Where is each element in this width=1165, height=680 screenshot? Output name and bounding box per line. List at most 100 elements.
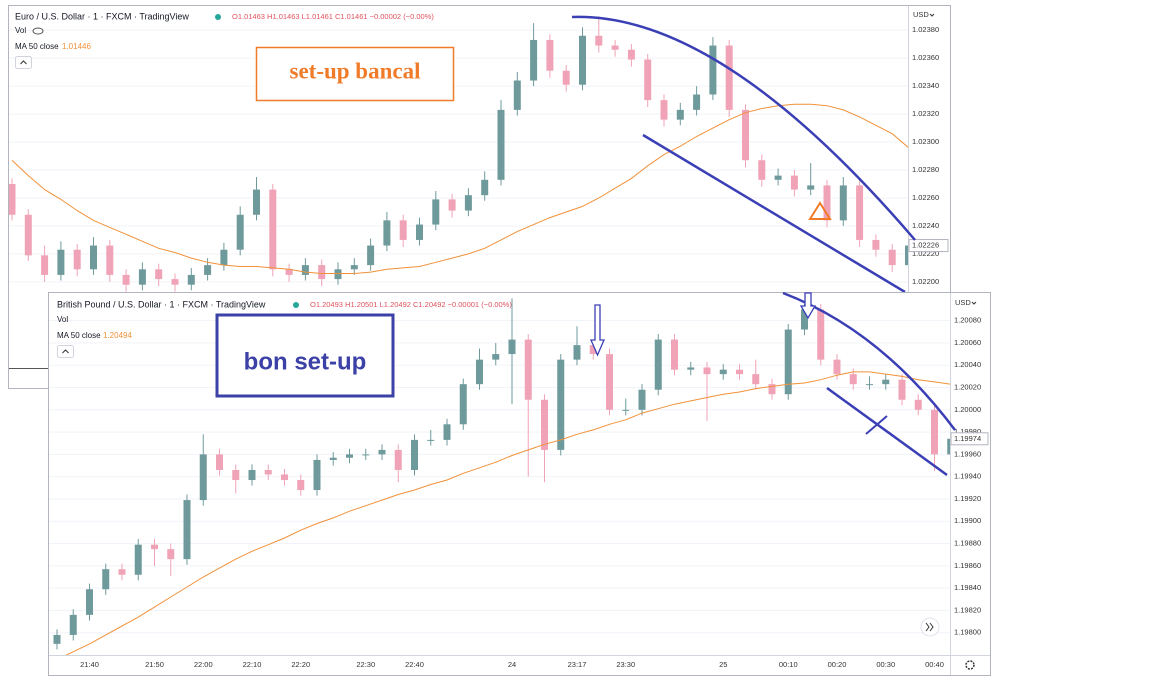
candle-body (914, 399, 922, 410)
y-tick-label: 1.19940 (954, 472, 981, 481)
candle-body (595, 35, 603, 46)
scroll-button[interactable] (920, 617, 940, 637)
status-dot (293, 302, 299, 308)
candle-body (524, 339, 532, 400)
candle-body (807, 185, 815, 190)
candle-body (248, 469, 256, 481)
candle-body (557, 359, 565, 450)
scroll-icon (925, 622, 934, 632)
eye-icon[interactable] (32, 27, 44, 35)
candle-body (497, 109, 505, 180)
candle-body (216, 454, 223, 470)
x-tick-label: 22:00 (194, 660, 213, 669)
price-axis: 1.02380 1.02360 1.02340 1.02320 1.02300 1.022… (908, 25, 949, 286)
gbpusd-chart: 1.20080 1.20060 1.20040 1.20020 1.20000 1.199… (48, 291, 991, 676)
y-tick-label: 1.02240 (912, 221, 939, 230)
candle-body (839, 185, 847, 221)
annotation: bon set-up (244, 348, 367, 375)
candle-body (350, 265, 358, 270)
candle-body (719, 369, 727, 375)
collapse-button[interactable] (15, 56, 32, 69)
candle-body (313, 459, 321, 491)
candle-body (476, 359, 483, 385)
symbol-title: Euro / U.S. Dollar · 1 · FXCM · TradingV… (15, 11, 189, 21)
candle-body (742, 109, 749, 161)
candle-body (155, 269, 163, 280)
candle-body (872, 239, 880, 250)
dropdown-icon (929, 13, 935, 17)
currency[interactable]: USD (955, 298, 971, 307)
arrow-down (799, 292, 817, 320)
candle-body (427, 439, 435, 441)
candle-body (774, 175, 782, 180)
y-tick-label: 1.02320 (912, 109, 939, 118)
y-tick-label: 1.02380 (912, 25, 939, 34)
candle-body (644, 59, 652, 101)
candle-body (134, 544, 142, 575)
candle-body (204, 265, 212, 275)
candle-body (318, 265, 326, 280)
candle-body (801, 309, 808, 330)
candle-body (693, 94, 701, 110)
candle-body (187, 274, 195, 285)
x-tick-label: 22:20 (291, 660, 310, 669)
candle-body (459, 384, 467, 425)
candle-body (9, 184, 16, 215)
candle-body (106, 245, 114, 275)
candle-body (508, 339, 516, 355)
candle-body (443, 424, 451, 440)
y-tick-label: 1.20080 (954, 316, 981, 325)
candle-body (167, 549, 175, 560)
candle-body (725, 45, 733, 110)
indicator-value: 1.20494 (103, 331, 132, 340)
status-dot (215, 14, 221, 20)
y-tick-label: 1.02220 (912, 249, 939, 258)
candle-body (541, 399, 548, 450)
candle-body (138, 269, 146, 285)
x-tick-label: 22:30 (356, 660, 375, 669)
plot-area (9, 16, 908, 292)
candle-body (285, 269, 293, 275)
candle-body (833, 359, 841, 375)
candle-body (378, 449, 386, 455)
x-tick-label: 22:10 (243, 660, 262, 669)
collapse-icon (20, 60, 27, 65)
indicator-name: MA 50 close (15, 42, 59, 51)
y-tick-label: 1.02300 (912, 137, 939, 146)
candle-body (264, 469, 272, 475)
currency[interactable]: USD (913, 10, 929, 19)
collapse-button[interactable] (57, 345, 74, 358)
indicator-name: MA 50 close (57, 331, 101, 340)
plot-area (53, 298, 950, 655)
candle-body (866, 384, 873, 386)
candle-body (399, 220, 407, 240)
grid (9, 29, 908, 283)
candle-body (736, 369, 743, 375)
x-tick-label: 21:40 (80, 660, 99, 669)
candle-body (199, 454, 207, 501)
y-tick-label: 1.20020 (954, 382, 981, 391)
candle-body (346, 454, 353, 458)
triangle-marker (808, 201, 832, 220)
x-tick-label: 21:50 (145, 660, 164, 669)
candle-body (448, 199, 456, 211)
candle-body (676, 109, 684, 120)
candle-body (790, 175, 798, 190)
candle-body (606, 354, 613, 410)
settings-icon[interactable] (965, 660, 975, 670)
candle-body (573, 345, 581, 360)
annotation: set-up bancal (290, 58, 421, 83)
chart-frame (48, 292, 991, 676)
candle-body (362, 454, 370, 456)
candle-body (90, 245, 97, 270)
candle-body (589, 345, 597, 355)
moving-average (65, 371, 950, 655)
last-price-box (908, 239, 949, 253)
candle-body (768, 384, 776, 395)
y-tick-label: 1.02260 (912, 193, 939, 202)
dropdown-icon (971, 301, 977, 305)
y-tick-label: 1.19960 (954, 449, 981, 458)
last-price-box (950, 432, 989, 446)
